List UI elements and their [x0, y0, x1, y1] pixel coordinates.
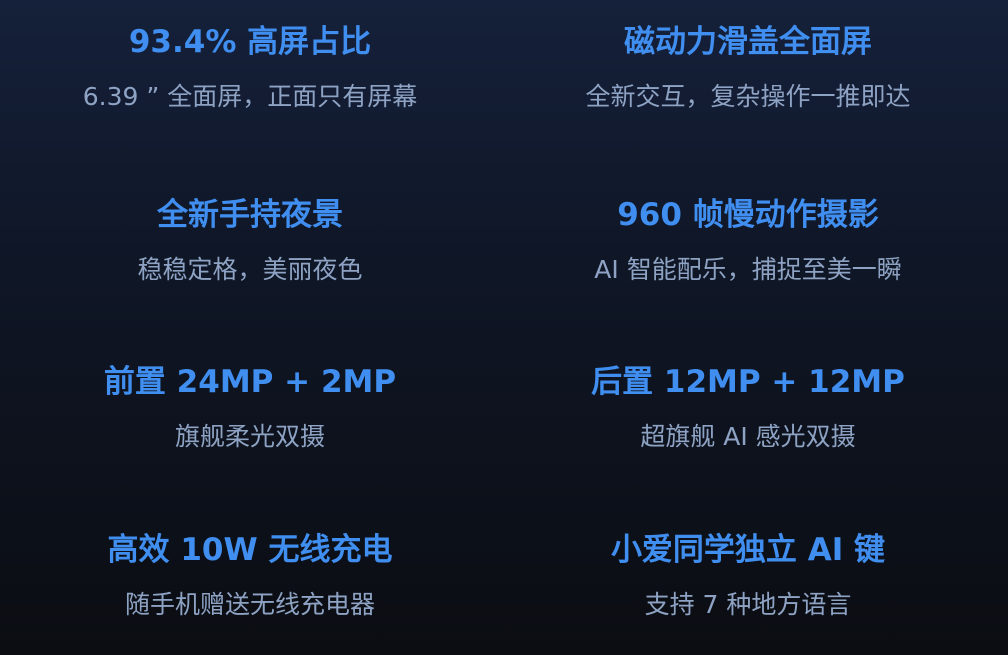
feature-title: 93.4% 高屏占比 — [128, 24, 372, 60]
feature-subtitle: 旗舰柔光双摄 — [174, 422, 325, 451]
feature-title: 前置 24MP + 2MP — [103, 364, 397, 400]
feature-screen-ratio: 93.4% 高屏占比 6.39 ” 全面屏，正面只有屏幕 — [0, 22, 500, 114]
feature-subtitle: AI 智能配乐，捕捉至美一瞬 — [594, 255, 902, 284]
feature-title: 960 帧慢动作摄影 — [617, 197, 879, 233]
feature-subtitle: 稳稳定格，美丽夜色 — [137, 255, 363, 284]
feature-front-camera: 前置 24MP + 2MP 旗舰柔光双摄 — [0, 362, 500, 454]
feature-title: 高效 10W 无线充电 — [107, 532, 393, 568]
feature-subtitle: 超旗舰 AI 感光双摄 — [640, 422, 856, 451]
feature-wireless-charging: 高效 10W 无线充电随手机赠送无线充电器 — [0, 530, 500, 622]
feature-title: 小爱同学独立 AI 键 — [610, 532, 886, 568]
feature-title: 全新手持夜景 — [157, 197, 343, 233]
feature-night-mode: 全新手持夜景稳稳定格，美丽夜色 — [0, 195, 500, 287]
feature-title: 后置 12MP + 12MP — [591, 364, 905, 400]
feature-subtitle: 全新交互，复杂操作一推即达 — [585, 82, 911, 111]
feature-slow-motion: 960 帧慢动作摄影 AI 智能配乐，捕捉至美一瞬 — [498, 195, 998, 287]
feature-rear-camera: 后置 12MP + 12MP 超旗舰 AI 感光双摄 — [498, 362, 998, 454]
feature-subtitle: 随手机赠送无线充电器 — [124, 590, 375, 619]
feature-magnetic-slider: 磁动力滑盖全面屏全新交互，复杂操作一推即达 — [498, 22, 998, 114]
feature-subtitle: 支持 7 种地方语言 — [644, 590, 852, 619]
feature-ai-key: 小爱同学独立 AI 键支持 7 种地方语言 — [498, 530, 998, 622]
feature-subtitle: 6.39 ” 全面屏，正面只有屏幕 — [82, 82, 418, 111]
feature-title: 磁动力滑盖全面屏 — [624, 24, 872, 60]
